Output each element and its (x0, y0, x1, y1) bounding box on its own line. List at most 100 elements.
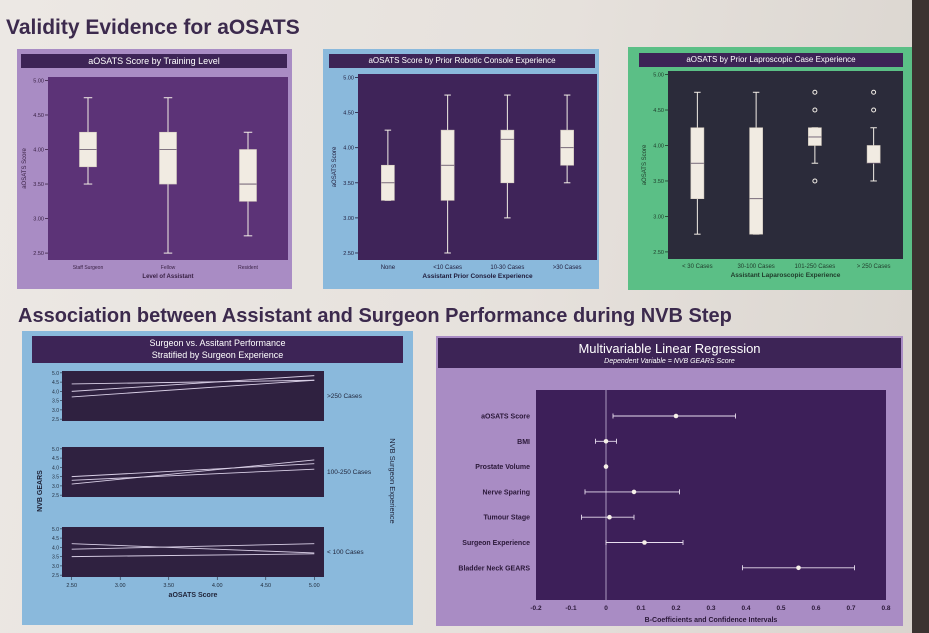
plot-area (536, 390, 886, 600)
x-tick-label: 101-250 Cases (795, 264, 836, 270)
row-label: Surgeon Experience (462, 540, 530, 547)
poster-edge (912, 0, 929, 633)
y-tick-label: 2.50 (33, 251, 44, 257)
x-tick-label: Staff Surgeon (73, 265, 104, 271)
regression-subtitle: Dependent Variable = NVB GEARS Score (604, 358, 735, 365)
y-tick-label: 2.50 (343, 251, 354, 257)
box (749, 127, 763, 235)
x-axis-label: Level of Assistant (142, 274, 193, 280)
coefficient-point (631, 489, 637, 495)
x-tick-label: 2.50 (66, 583, 77, 589)
x-tick-label: 0 (604, 605, 608, 612)
faceted-line-chart: 2.5 3.0 3.5 4.0 4.5 5.0 >250 Cases 2.5 3.0 3.5 4.0… (37, 371, 397, 599)
fit-line (71, 459, 315, 485)
fit-line (71, 379, 315, 398)
forest-plot: aOSATS Score BMI Prostate Volume Nerve Spar… (458, 390, 891, 624)
x-tick-label: 10-30 Cases (490, 265, 524, 271)
panel-regression: Multivariable Linear Regression Dependen… (436, 336, 903, 626)
y-tick-label: 3.50 (343, 181, 354, 187)
x-tick-label: 0.4 (741, 605, 750, 612)
y-tick-label: 3.5 (52, 399, 59, 405)
fit-line (71, 543, 315, 550)
outlier-point (871, 107, 877, 113)
y-tick-label: 4.5 (52, 380, 59, 386)
x-tick-label: Resident (238, 265, 258, 271)
outlier-point (871, 89, 877, 95)
chart-title-console: aOSATS Score by Prior Robotic Console Ex… (329, 54, 595, 68)
boxplot-laparoscopic-experience: 2.50 3.00 3.50 4.00 4.50 5.00 < 30 Cases 30-100… (642, 71, 903, 279)
box (500, 129, 515, 184)
y-tick-label: 5.00 (343, 76, 354, 82)
chart-title-line: Surgeon vs. Assitant Performance (149, 338, 286, 348)
coefficient-point (603, 439, 609, 444)
x-tick-label: -0.1 (565, 605, 577, 612)
y-tick-label: 4.00 (653, 143, 664, 149)
y-tick-label: 3.0 (52, 408, 59, 414)
y-tick-label: 4.00 (33, 148, 44, 154)
y-tick-label: 4.0 (52, 389, 59, 395)
y-tick-label: 3.50 (653, 179, 664, 185)
x-tick-label: < 30 Cases (682, 264, 713, 270)
panel-training-level: aOSATS Score by Training Level 2.50 3.00 3… (17, 49, 292, 289)
x-tick-label: None (381, 265, 396, 271)
right-axis-label: NVB Surgeon Experience (388, 438, 397, 523)
coefficient-point (607, 514, 612, 520)
x-tick-label: 5.00 (309, 583, 320, 589)
coefficient-point (673, 413, 679, 419)
y-axis-label: aOSATS Score (332, 146, 338, 187)
y-tick-label: 3.00 (33, 217, 44, 223)
y-tick-label: 2.5 (52, 573, 59, 579)
fit-line (71, 463, 315, 478)
y-tick-label: 3.5 (52, 475, 59, 481)
heading-validity: Validity Evidence for aOSATS (6, 16, 300, 39)
y-tick-label: 4.0 (52, 545, 59, 551)
x-tick-label: 0.8 (881, 605, 890, 612)
y-tick-label: 2.5 (52, 493, 59, 499)
box (239, 149, 257, 202)
x-tick-label: >30 Cases (553, 265, 582, 271)
y-tick-label: 4.0 (52, 465, 59, 471)
x-tick-label: > 250 Cases (857, 264, 891, 270)
facet-plot-area (62, 371, 324, 421)
fit-line (71, 468, 315, 481)
fit-line (71, 379, 315, 385)
x-tick-label: 0.2 (671, 605, 680, 612)
x-axis-label: aOSATS Score (169, 592, 218, 599)
y-tick-label: 4.50 (343, 111, 354, 117)
x-tick-label: 30-100 Cases (737, 264, 774, 270)
x-tick-label: <10 Cases (433, 265, 462, 271)
y-tick-label: 4.5 (52, 536, 59, 542)
boxplot-training-level: 2.50 3.00 3.50 4.00 4.50 5.00 Staff Surgeon Fel… (22, 77, 288, 280)
x-tick-label: 4.00 (212, 583, 223, 589)
heading-association: Association between Assistant and Surgeo… (18, 305, 732, 327)
x-tick-label: 0.6 (811, 605, 820, 612)
panel-laparoscopic-experience: aOSATS by Prior Laproscopic Case Experie… (628, 47, 912, 290)
fit-line (71, 553, 315, 558)
row-label: BMI (517, 439, 530, 446)
x-tick-label: 0.1 (636, 605, 645, 612)
coefficient-point (796, 565, 801, 571)
x-tick-label: 0.3 (706, 605, 715, 612)
y-tick-label: 5.0 (52, 447, 59, 453)
x-tick-label: 4.50 (260, 583, 271, 589)
facet-label: < 100 Cases (327, 549, 364, 556)
y-tick-label: 4.5 (52, 456, 59, 462)
facet-label: >250 Cases (327, 393, 363, 400)
x-axis-label: B-Coefficients and Confidence Intervals (645, 617, 778, 624)
boxplot-console-experience: 2.50 3.00 3.50 4.00 4.50 5.00 None <10 Cases 10-… (332, 74, 597, 280)
y-tick-label: 3.50 (33, 182, 44, 188)
x-tick-label: 3.00 (115, 583, 126, 589)
chart-title-laparoscopic: aOSATS by Prior Laproscopic Case Experie… (639, 53, 903, 67)
y-tick-label: 4.50 (33, 113, 44, 119)
row-label: Prostate Volume (475, 464, 530, 471)
box (866, 145, 881, 164)
y-axis-label: NVB GEARS (37, 470, 44, 512)
y-tick-label: 5.0 (52, 527, 59, 533)
outlier-point (812, 89, 818, 95)
y-tick-label: 3.00 (653, 214, 664, 220)
x-tick-label: 3.50 (163, 583, 174, 589)
x-tick-label: 0.5 (776, 605, 785, 612)
coefficient-point (603, 464, 609, 469)
y-axis-label: aOSATS Score (642, 144, 648, 185)
y-tick-label: 3.0 (52, 484, 59, 490)
